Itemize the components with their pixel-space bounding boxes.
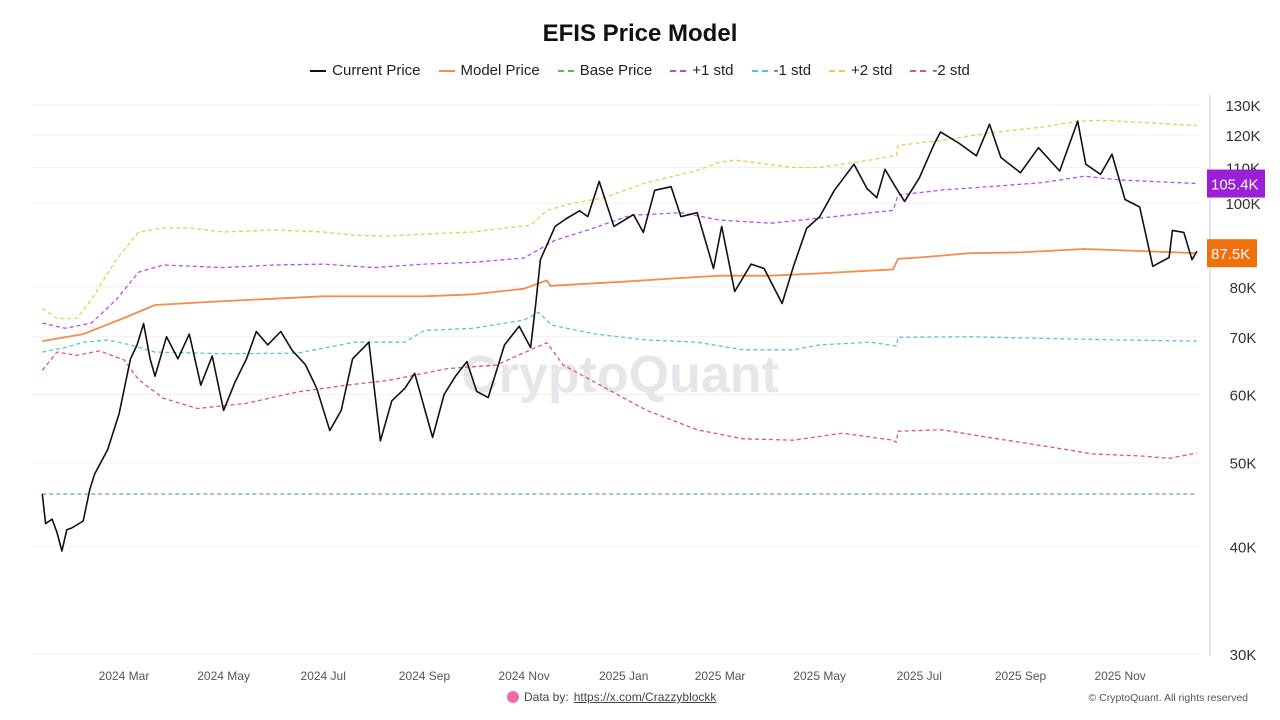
legend-label: +2 std [851, 62, 893, 79]
y-tick-label: 50K [1230, 456, 1257, 473]
legend-item[interactable]: Base Price [557, 62, 653, 79]
legend-label: +1 std [692, 62, 734, 79]
legend-item[interactable]: Model Price [438, 62, 540, 79]
legend-item[interactable]: +1 std [670, 62, 734, 79]
x-tick-label: 2024 Jul [301, 669, 346, 683]
legend: Current Price Model Price Base Price +1 std… [0, 62, 1280, 79]
x-tick-label: 2025 Jul [897, 669, 942, 683]
copyright: © CryptoQuant. All rights reserved [1088, 692, 1248, 704]
y-tick-label: 60K [1230, 387, 1257, 404]
watermark-logo: CryptoQuant [461, 346, 779, 404]
x-tick-label: 2025 Jan [599, 669, 648, 683]
legend-swatch [829, 69, 846, 72]
end-value-label: 87.5K [1211, 246, 1250, 263]
x-tick-label: 2025 May [793, 669, 846, 683]
data-by-label: Data by: [524, 690, 569, 704]
x-tick-label: 2024 Sep [399, 669, 451, 683]
x-tick-label: 2025 Nov [1094, 669, 1145, 683]
x-tick-label: 2024 May [197, 669, 250, 683]
y-tick-label: 130K [1225, 98, 1260, 115]
y-tick-label: 40K [1230, 539, 1257, 556]
legend-label: Model Price [460, 62, 540, 79]
chart-title: EFIS Price Model [542, 20, 738, 47]
y-tick-label: 80K [1230, 280, 1257, 297]
brain-icon [507, 691, 519, 703]
data-source-link[interactable]: https://x.com/Crazzyblockk [573, 690, 717, 704]
series-line-model-price [42, 248, 1197, 342]
x-tick-label: 2024 Mar [99, 669, 150, 683]
legend-swatch [557, 69, 574, 72]
legend-item[interactable]: Current Price [310, 62, 421, 79]
legend-label: -1 std [773, 62, 812, 79]
legend-swatch [910, 69, 927, 72]
x-tick-label: 2025 Sep [995, 669, 1047, 683]
end-value-label: 105.4K [1211, 177, 1259, 194]
legend-label: Current Price [332, 62, 421, 79]
legend-label: -2 std [932, 62, 970, 79]
end-value-badge [1207, 239, 1257, 268]
y-tick-label: 100K [1225, 196, 1260, 213]
legend-swatch [670, 69, 687, 72]
series-line-current-price [41, 120, 1198, 552]
legend-label: Base Price [579, 62, 653, 79]
x-tick-label: 2024 Nov [498, 669, 549, 683]
legend-item[interactable]: -2 std [910, 62, 970, 79]
y-tick-label: 70K [1230, 330, 1257, 347]
legend-item[interactable]: +2 std [829, 62, 892, 79]
legend-swatch [310, 69, 327, 72]
end-value-badge [1207, 169, 1265, 198]
x-tick-label: 2025 Mar [695, 669, 746, 683]
y-tick-label: 30K [1230, 647, 1257, 664]
series-line-2-std [41, 342, 1198, 459]
y-tick-label: 120K [1225, 128, 1260, 145]
legend-swatch [751, 69, 768, 72]
legend-swatch [438, 69, 455, 72]
legend-item[interactable]: -1 std [751, 62, 812, 79]
series-line-1-std [42, 311, 1197, 355]
data-credit: Data by: https://x.com/Crazzyblockk [507, 690, 716, 704]
series-line-2-std [41, 119, 1197, 320]
